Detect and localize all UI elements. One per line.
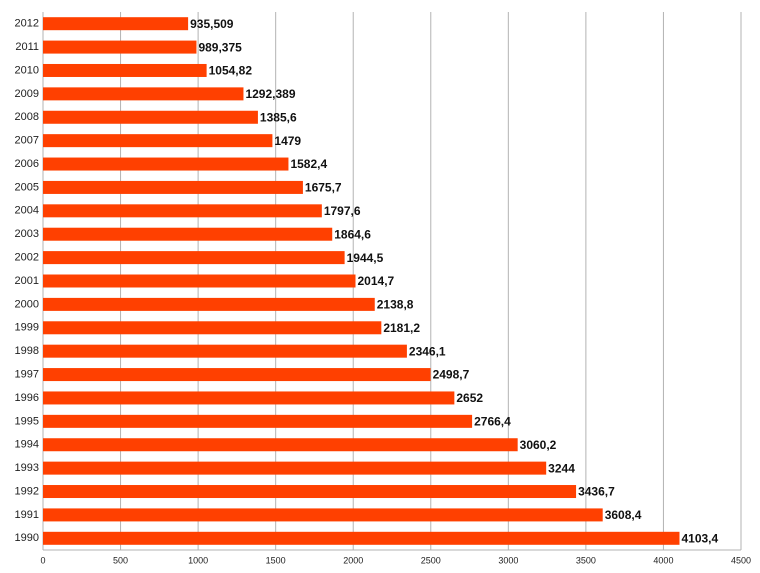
value-label: 1292,389 <box>245 87 295 101</box>
bar <box>43 227 333 241</box>
x-tick-label: 4500 <box>731 555 751 565</box>
value-label: 2138,8 <box>377 298 414 312</box>
bar <box>43 508 603 522</box>
bar <box>43 438 518 452</box>
y-tick-label: 2004 <box>15 205 39 217</box>
y-tick-label: 2007 <box>15 135 39 147</box>
value-label: 1944,5 <box>347 251 384 265</box>
value-label: 1864,6 <box>334 227 371 241</box>
value-label: 3436,7 <box>578 485 615 499</box>
bar <box>43 344 407 358</box>
value-label: 3608,4 <box>605 508 642 522</box>
y-tick-label: 2010 <box>15 64 39 76</box>
value-label: 2766,4 <box>474 415 511 429</box>
y-tick-label: 2012 <box>15 18 39 30</box>
y-tick-label: 2011 <box>15 41 39 53</box>
y-tick-label: 1995 <box>15 415 39 427</box>
x-tick-label: 1000 <box>188 555 208 565</box>
y-tick-label: 1999 <box>15 322 39 334</box>
value-label: 2652 <box>456 391 483 405</box>
y-tick-label: 1996 <box>15 392 39 404</box>
value-label: 4103,4 <box>681 531 718 545</box>
x-tick-label: 2500 <box>421 555 441 565</box>
y-tick-label: 1993 <box>15 462 39 474</box>
y-tick-label: 1998 <box>15 345 39 357</box>
bar <box>43 204 322 218</box>
y-tick-label: 2001 <box>15 275 39 287</box>
value-label: 1385,6 <box>260 110 297 124</box>
bar <box>43 321 382 335</box>
bar <box>43 157 289 171</box>
y-tick-label: 2006 <box>15 158 39 170</box>
bar <box>43 485 577 499</box>
value-label: 935,509 <box>190 17 234 31</box>
bar <box>43 391 455 405</box>
bar <box>43 414 473 428</box>
x-tick-label: 3000 <box>498 555 518 565</box>
value-label: 2014,7 <box>358 274 395 288</box>
x-tick-label: 500 <box>113 555 128 565</box>
bar <box>43 274 356 288</box>
bar <box>43 17 189 31</box>
y-tick-label: 1990 <box>15 532 39 544</box>
value-label: 1675,7 <box>305 181 342 195</box>
value-label: 2498,7 <box>433 368 470 382</box>
bar <box>43 461 547 475</box>
value-label: 3060,2 <box>520 438 557 452</box>
y-tick-label: 2009 <box>15 88 39 100</box>
y-tick-label: 1991 <box>15 509 39 521</box>
y-tick-label: 2005 <box>15 181 39 193</box>
value-label: 1797,6 <box>324 204 361 218</box>
y-tick-label: 2003 <box>15 228 39 240</box>
x-tick-label: 2000 <box>343 555 363 565</box>
bar <box>43 368 431 382</box>
bar <box>43 251 345 265</box>
y-tick-label: 1992 <box>15 485 39 497</box>
bar <box>43 87 244 101</box>
value-label: 2346,1 <box>409 344 446 358</box>
bar <box>43 134 273 148</box>
value-label: 2181,2 <box>383 321 420 335</box>
y-tick-label: 2008 <box>15 111 39 123</box>
y-tick-label: 1994 <box>15 439 39 451</box>
value-label: 989,375 <box>198 40 242 54</box>
bar <box>43 531 680 545</box>
bar <box>43 180 303 194</box>
x-tick-label: 1500 <box>266 555 286 565</box>
value-label: 1582,4 <box>290 157 327 171</box>
y-tick-label: 1997 <box>15 368 39 380</box>
value-label: 3244 <box>548 461 575 475</box>
bar <box>43 40 197 54</box>
bar <box>43 63 207 77</box>
bar <box>43 110 258 124</box>
bar <box>43 297 375 311</box>
y-tick-label: 2000 <box>15 298 39 310</box>
x-tick-label: 4000 <box>653 555 673 565</box>
x-tick-label: 0 <box>40 555 45 565</box>
value-label: 1054,82 <box>209 64 253 78</box>
x-tick-label: 3500 <box>576 555 596 565</box>
y-tick-label: 2002 <box>15 252 39 264</box>
value-label: 1479 <box>274 134 301 148</box>
